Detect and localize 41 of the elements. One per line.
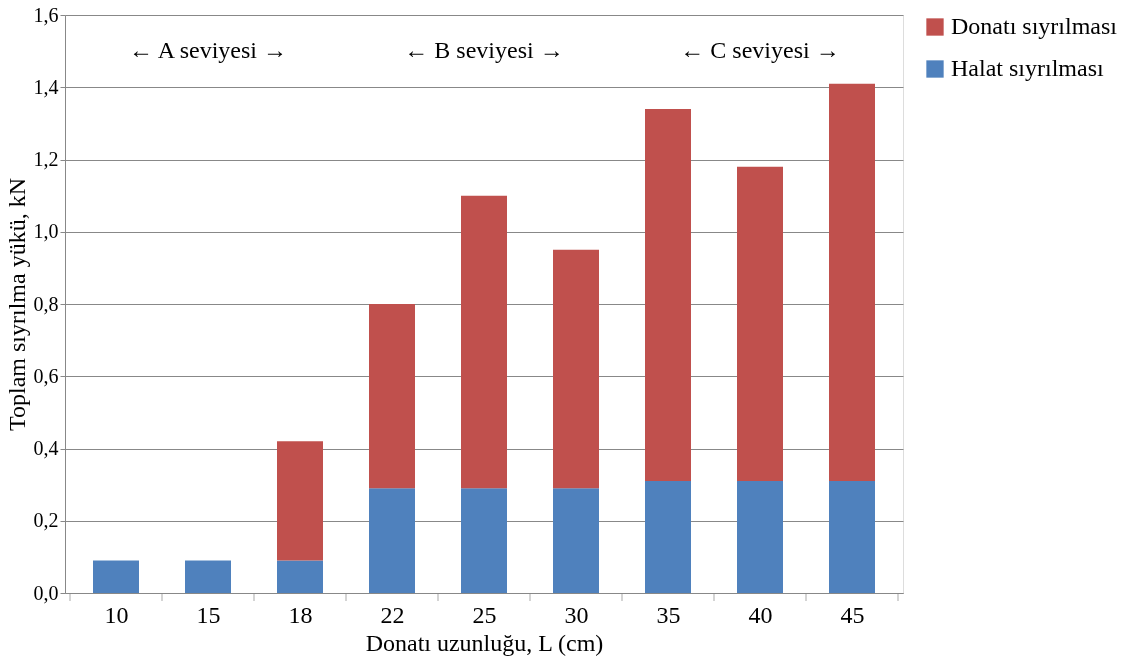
x-tick-label: 18 bbox=[288, 601, 313, 628]
bar bbox=[553, 488, 599, 593]
legend-label: Halat sıyrılması bbox=[951, 55, 1104, 81]
bar bbox=[737, 481, 783, 593]
bar bbox=[185, 560, 231, 593]
x-axis-title: Donatı uzunluğu, L (cm) bbox=[365, 629, 604, 656]
bar bbox=[93, 560, 139, 593]
legend-label: Donatı sıyrılması bbox=[951, 13, 1118, 39]
annotation: ← A seviyesi → bbox=[128, 37, 288, 63]
y-tick-label: 0,2 bbox=[33, 509, 59, 532]
bar bbox=[369, 488, 415, 593]
bar bbox=[369, 304, 415, 489]
y-tick-label: 1,4 bbox=[33, 75, 59, 98]
annotation: ← C seviyesi → bbox=[680, 37, 840, 63]
x-tick-label: 35 bbox=[656, 601, 681, 628]
x-tick-label: 15 bbox=[196, 601, 221, 628]
y-tick-label: 0,4 bbox=[33, 437, 59, 459]
x-tick-label: 45 bbox=[840, 601, 865, 628]
x-tick-label: 40 bbox=[748, 601, 773, 628]
y-tick-label: 1,0 bbox=[33, 220, 59, 243]
x-tick-label: 25 bbox=[472, 601, 497, 628]
y-tick-label: 0,6 bbox=[33, 364, 59, 387]
x-tick-label: 10 bbox=[104, 601, 129, 628]
bar bbox=[277, 441, 323, 561]
annotation: ← B seviyesi → bbox=[404, 37, 564, 63]
y-tick-label: 1,6 bbox=[33, 3, 59, 26]
y-tick-label: 1,2 bbox=[33, 148, 59, 170]
bar bbox=[829, 481, 875, 593]
bar bbox=[461, 488, 507, 593]
bar bbox=[645, 481, 691, 593]
bar bbox=[645, 108, 691, 482]
y-tick-label: 0,0 bbox=[33, 581, 59, 604]
y-axis-title: Toplam sıyrılma yükü, kN bbox=[3, 178, 30, 431]
bar bbox=[277, 560, 323, 593]
bar bbox=[737, 166, 783, 482]
bar bbox=[829, 83, 875, 482]
x-tick-label: 30 bbox=[564, 601, 589, 628]
bar bbox=[553, 249, 599, 489]
bar bbox=[461, 195, 507, 489]
x-tick-label: 22 bbox=[380, 601, 405, 628]
y-tick-label: 0,8 bbox=[33, 292, 59, 315]
